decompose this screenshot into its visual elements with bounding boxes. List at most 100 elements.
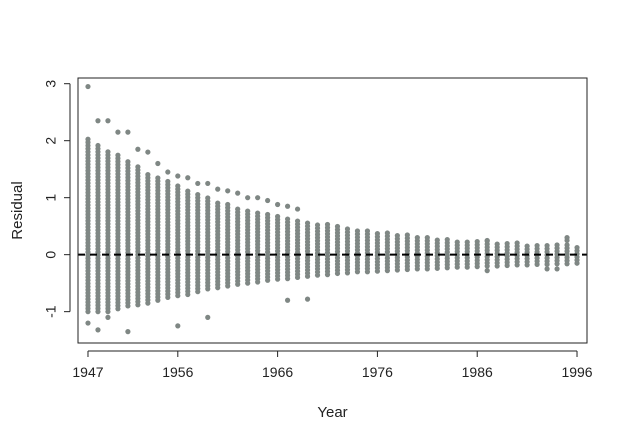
data-point [245,195,251,201]
data-point [534,242,540,249]
data-point [85,83,91,90]
data-point [324,221,331,228]
data-point [474,238,480,245]
data-point [444,236,450,243]
data-point [464,239,470,245]
data-point [514,240,520,246]
data-point [95,142,101,149]
x-tick-label: 1976 [362,364,393,380]
data-point [265,211,271,218]
data-point [294,206,301,212]
x-tick-label: 1947 [72,364,103,380]
data-point [245,208,251,214]
data-point [145,149,151,155]
data-point [135,164,141,170]
data-point [394,232,400,239]
y-tick-label: 1 [43,194,59,202]
data-point [364,228,371,234]
data-point [155,160,161,167]
plot-frame [77,77,588,344]
data-point [105,149,111,155]
data-point [125,129,131,135]
data-point [185,188,191,194]
data-point [434,237,440,243]
data-point [175,323,181,329]
data-point [125,159,131,165]
data-point [265,197,271,204]
data-point [484,268,490,274]
data-point [564,242,570,248]
data-point [205,314,211,320]
data-point [334,223,341,230]
data-point [145,172,151,178]
x-tick-label: 1996 [561,364,592,380]
data-point [544,266,550,272]
x-tick-label: 1956 [162,364,193,380]
data-point [195,191,201,198]
data-point [494,241,500,247]
data-point [215,186,221,192]
data-point [95,118,101,124]
data-point [125,329,131,335]
data-point [284,297,291,303]
y-axis: -1 0 1 2 3 [43,80,71,318]
y-tick-label: -1 [43,305,59,318]
data-point [195,180,201,187]
data-point [574,244,580,251]
data-point [304,296,311,302]
data-point [304,220,311,226]
x-tick-label: 1966 [262,364,293,380]
data-point [175,183,181,189]
data-point [554,242,560,248]
data-point [85,320,91,326]
data-point [284,216,291,222]
data-point [414,234,420,241]
data-point [354,228,361,234]
data-point [235,190,241,196]
data-point [205,195,211,201]
data-point [314,222,321,228]
data-point [255,210,261,216]
data-point [175,173,181,179]
data-point [185,175,191,181]
data-point [225,188,231,194]
data-point [215,200,221,206]
data-point [404,232,410,238]
data-point [344,226,351,232]
data-point [115,129,121,135]
x-axis-title: Year [317,404,347,421]
data-point [454,239,460,245]
data-point [275,213,281,220]
data-point [235,206,241,212]
y-tick-label: 3 [43,80,59,88]
data-point [205,180,211,187]
data-point [255,195,261,201]
y-axis-title: Residual [9,181,26,239]
data-point [165,178,171,185]
data-point [504,240,510,247]
data-point [284,203,291,209]
data-point [484,237,490,244]
data-point [524,243,530,249]
y-tick-label: 2 [43,137,59,145]
data-point [135,146,141,152]
data-point [105,118,111,124]
data-point [165,169,171,175]
data-point [564,237,570,244]
data-point [544,242,550,249]
data-point [424,234,430,241]
data-point [115,152,121,158]
data-point [275,201,281,208]
x-axis: 1947 1956 1966 1976 1986 1996 [72,350,593,380]
data-point [554,266,560,272]
data-point [374,230,381,237]
data-point [225,201,231,208]
data-points [85,83,580,335]
data-point [294,218,301,224]
data-point [155,175,161,181]
data-point [384,230,390,236]
data-point [85,136,91,142]
y-tick-label: 0 [43,251,59,259]
